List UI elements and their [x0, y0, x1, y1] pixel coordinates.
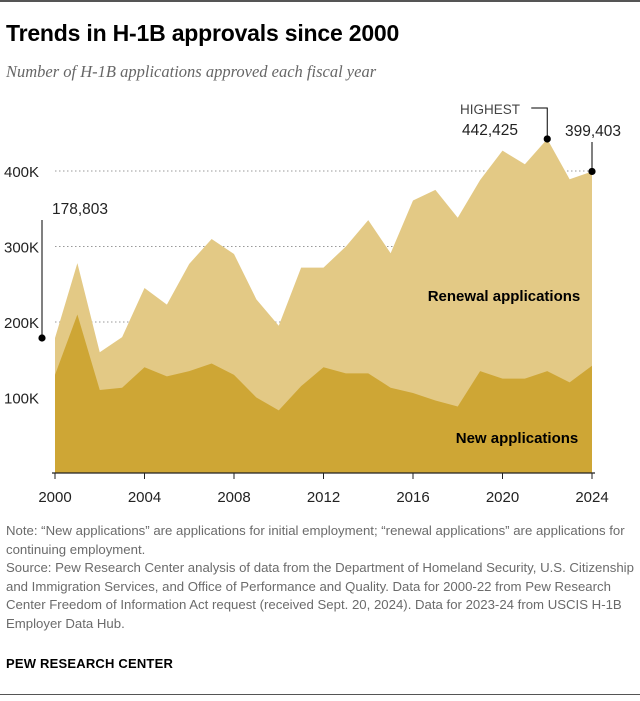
annotations: 178,803 HIGHEST 442,425 399,403	[38, 102, 621, 342]
highest-value-label: 442,425	[462, 122, 518, 139]
end-value-label: 399,403	[565, 123, 621, 140]
x-tick-label-2012: 2012	[307, 489, 340, 506]
x-tick-label-2004: 2004	[128, 489, 161, 506]
end-point-marker	[588, 167, 596, 176]
notes-block: Note: “New applications” are application…	[6, 522, 636, 634]
brand-name: PEW RESEARCH CENTER	[6, 656, 174, 671]
start-point-marker	[38, 334, 46, 342]
y-tick-label-200K: 200K	[4, 315, 39, 332]
y-axis-tick-labels: 100K 200K 300K 400K	[4, 164, 39, 408]
new-applications-area	[55, 314, 592, 473]
x-tick-label-2000: 2000	[38, 489, 71, 506]
bottom-rule	[0, 694, 640, 695]
start-value-label: 178,803	[52, 201, 108, 218]
renewal-series-label: Renewal applications	[428, 288, 581, 305]
x-tick-label-2016: 2016	[396, 489, 429, 506]
highest-point-marker	[543, 135, 551, 143]
chart-subtitle: Number of H-1B applications approved eac…	[6, 62, 377, 81]
y-tick-label-100K: 100K	[4, 391, 39, 408]
note-text: Note: “New applications” are application…	[6, 523, 625, 557]
highest-leader-line	[531, 107, 548, 139]
highest-label: HIGHEST	[460, 102, 520, 117]
x-tick-label-2008: 2008	[217, 489, 250, 506]
x-tick-label-2020: 2020	[486, 489, 519, 506]
chart-title: Trends in H-1B approvals since 2000	[6, 20, 400, 46]
x-tick-label-2024: 2024	[575, 489, 608, 506]
new-series-label: New applications	[456, 430, 579, 447]
y-tick-label-300K: 300K	[4, 240, 39, 257]
source-text: Source: Pew Research Center analysis of …	[6, 560, 634, 631]
area-chart: 2000 2004 2008 2012 2016 2020 2024 100K 200K 300…	[4, 102, 621, 506]
x-axis-ticks: 2000 2004 2008 2012 2016 2020 2024	[38, 473, 609, 506]
y-tick-label-400K: 400K	[4, 164, 39, 181]
top-rule	[0, 0, 640, 2]
